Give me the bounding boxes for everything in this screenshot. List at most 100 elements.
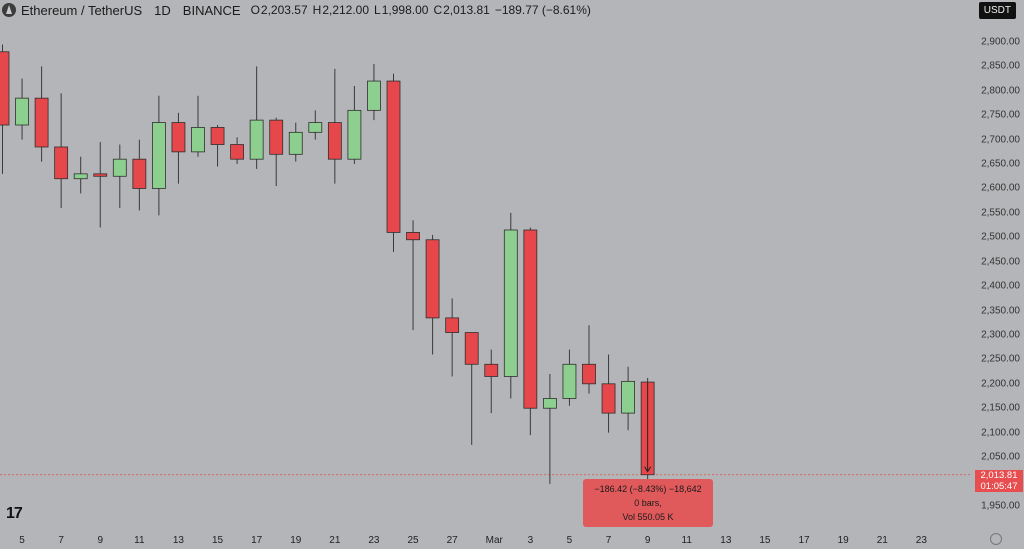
candle-feb-9[interactable]	[93, 142, 108, 228]
candle-body	[601, 383, 616, 414]
measure-volume: Vol 550.05 K	[622, 512, 674, 522]
candle-feb-4[interactable]	[0, 44, 10, 174]
last-price-tag: 2,013.81 01:05:47	[975, 470, 1023, 492]
candle-feb-12[interactable]	[151, 95, 166, 216]
candlestick-plot[interactable]	[0, 22, 972, 528]
candle-body	[327, 122, 342, 160]
candle-feb-21[interactable]	[327, 68, 342, 184]
time-axis[interactable]: 5 7 9 11 13 15 17 19 21 23 25 27 Mar 3 5 7 9 11 13 15 17 19 21…	[0, 530, 972, 549]
price-tick-label: 2,500.00	[981, 231, 1020, 243]
price-tick-label: 2,350.00	[981, 305, 1020, 317]
date-tick-label: 11	[134, 535, 145, 546]
candle-feb-5[interactable]	[15, 78, 29, 140]
date-tick-label: 19	[837, 535, 849, 546]
date-tick-label: 27	[446, 535, 458, 546]
date-tick-label: 15	[211, 535, 224, 546]
candle-feb-20[interactable]	[308, 110, 323, 140]
measure-bars: 0 bars,	[634, 498, 662, 508]
candle-feb-7[interactable]	[54, 93, 69, 209]
measure-tooltip: −186.42 (−8.43%) −18,642 0 bars, Vol 550…	[583, 479, 713, 527]
price-tick-label: 2,600.00	[981, 182, 1020, 194]
candle-feb-22[interactable]	[347, 85, 362, 165]
candle-body	[543, 398, 557, 409]
date-tick-label: 23	[368, 535, 380, 546]
measure-arrow-icon	[644, 382, 652, 473]
candle-feb-19[interactable]	[288, 122, 303, 162]
candle-body	[288, 131, 303, 155]
price-tick-label: 2,150.00	[981, 402, 1020, 414]
price-tick-label: 2,750.00	[981, 109, 1020, 121]
candle-body	[503, 229, 518, 377]
candle-feb-28[interactable]	[464, 332, 479, 445]
settings-icon[interactable]	[990, 533, 1002, 545]
candle-body	[112, 158, 127, 177]
candle-feb-27[interactable]	[445, 298, 460, 377]
date-tick-label: 17	[251, 535, 263, 546]
date-tick-label: 9	[97, 535, 104, 546]
currency-button[interactable]: USDT	[978, 2, 1016, 19]
date-tick-label: 5	[566, 535, 573, 546]
candle-body	[308, 122, 323, 133]
candle-mar-8[interactable]	[621, 366, 635, 431]
date-tick-label: 21	[329, 535, 341, 546]
candle-feb-14[interactable]	[191, 95, 205, 157]
candle-body	[484, 363, 499, 377]
candle-body	[445, 317, 460, 333]
candle-feb-24[interactable]	[386, 73, 401, 252]
candle-body	[34, 97, 49, 148]
candle-body	[367, 80, 381, 111]
price-tick-label: 2,650.00	[981, 158, 1020, 170]
candle-feb-8[interactable]	[73, 156, 88, 194]
candle-feb-11[interactable]	[132, 139, 147, 211]
candle-mar-3[interactable]	[523, 227, 538, 436]
candle-body	[269, 119, 284, 155]
candle-feb-26[interactable]	[425, 234, 440, 355]
high-value: 2,212.00	[322, 3, 370, 17]
candle-feb-23[interactable]	[367, 63, 381, 121]
candle-body	[210, 127, 225, 145]
open-value: 2,203.57	[260, 3, 308, 17]
candle-feb-16[interactable]	[230, 137, 245, 165]
candle-feb-25[interactable]	[406, 220, 420, 331]
close-label: C	[433, 3, 443, 17]
candle-body	[386, 80, 401, 233]
high-label: H	[312, 3, 322, 17]
close-value: 2,013.81	[443, 3, 490, 17]
candle-mar-2[interactable]	[503, 212, 518, 399]
candle-feb-17[interactable]	[249, 66, 264, 169]
candle-feb-13[interactable]	[171, 112, 186, 184]
date-tick-label: 7	[605, 535, 612, 546]
open-label: O	[250, 3, 260, 17]
date-tick-label: 19	[290, 535, 302, 546]
timeframe[interactable]: 1D	[154, 2, 171, 18]
price-axis[interactable]: 1,950.00 2,050.00 2,100.00 2,150.00 2,200.00…	[972, 22, 1024, 528]
candle-mar-6[interactable]	[582, 325, 596, 394]
candle-body	[425, 239, 440, 319]
price-tick-label: 2,900.00	[981, 36, 1020, 48]
candle-mar-1[interactable]	[484, 349, 499, 414]
candle-feb-10[interactable]	[112, 144, 127, 209]
candle-body	[230, 144, 245, 160]
price-tick-label: 2,050.00	[981, 451, 1020, 463]
candle-mar-7[interactable]	[601, 354, 616, 433]
candle-feb-18[interactable]	[269, 117, 284, 187]
price-tick-label: 2,850.00	[981, 60, 1020, 72]
price-tick-label: 1,950.00	[981, 500, 1020, 512]
candle-body	[54, 146, 69, 180]
candle-feb-6[interactable]	[34, 66, 49, 162]
candle-mar-5[interactable]	[562, 349, 577, 406]
symbol-name[interactable]: Ethereum / TetherUS	[21, 2, 143, 18]
candle-body	[621, 380, 635, 414]
candle-body	[132, 158, 147, 189]
candle-body	[0, 51, 10, 126]
change-value: −189.77 (−8.61%)	[494, 3, 591, 17]
candle-mar-4[interactable]	[543, 374, 557, 484]
candle-body	[347, 109, 362, 160]
candle-feb-15[interactable]	[210, 125, 225, 167]
date-tick-label: 5	[19, 535, 25, 546]
date-tick-label: 13	[720, 535, 732, 546]
price-tick-label: 2,100.00	[981, 427, 1020, 439]
date-tick-label: 17	[798, 535, 810, 546]
tradingview-logo[interactable]: 17	[6, 505, 23, 522]
candle-body	[464, 332, 479, 365]
